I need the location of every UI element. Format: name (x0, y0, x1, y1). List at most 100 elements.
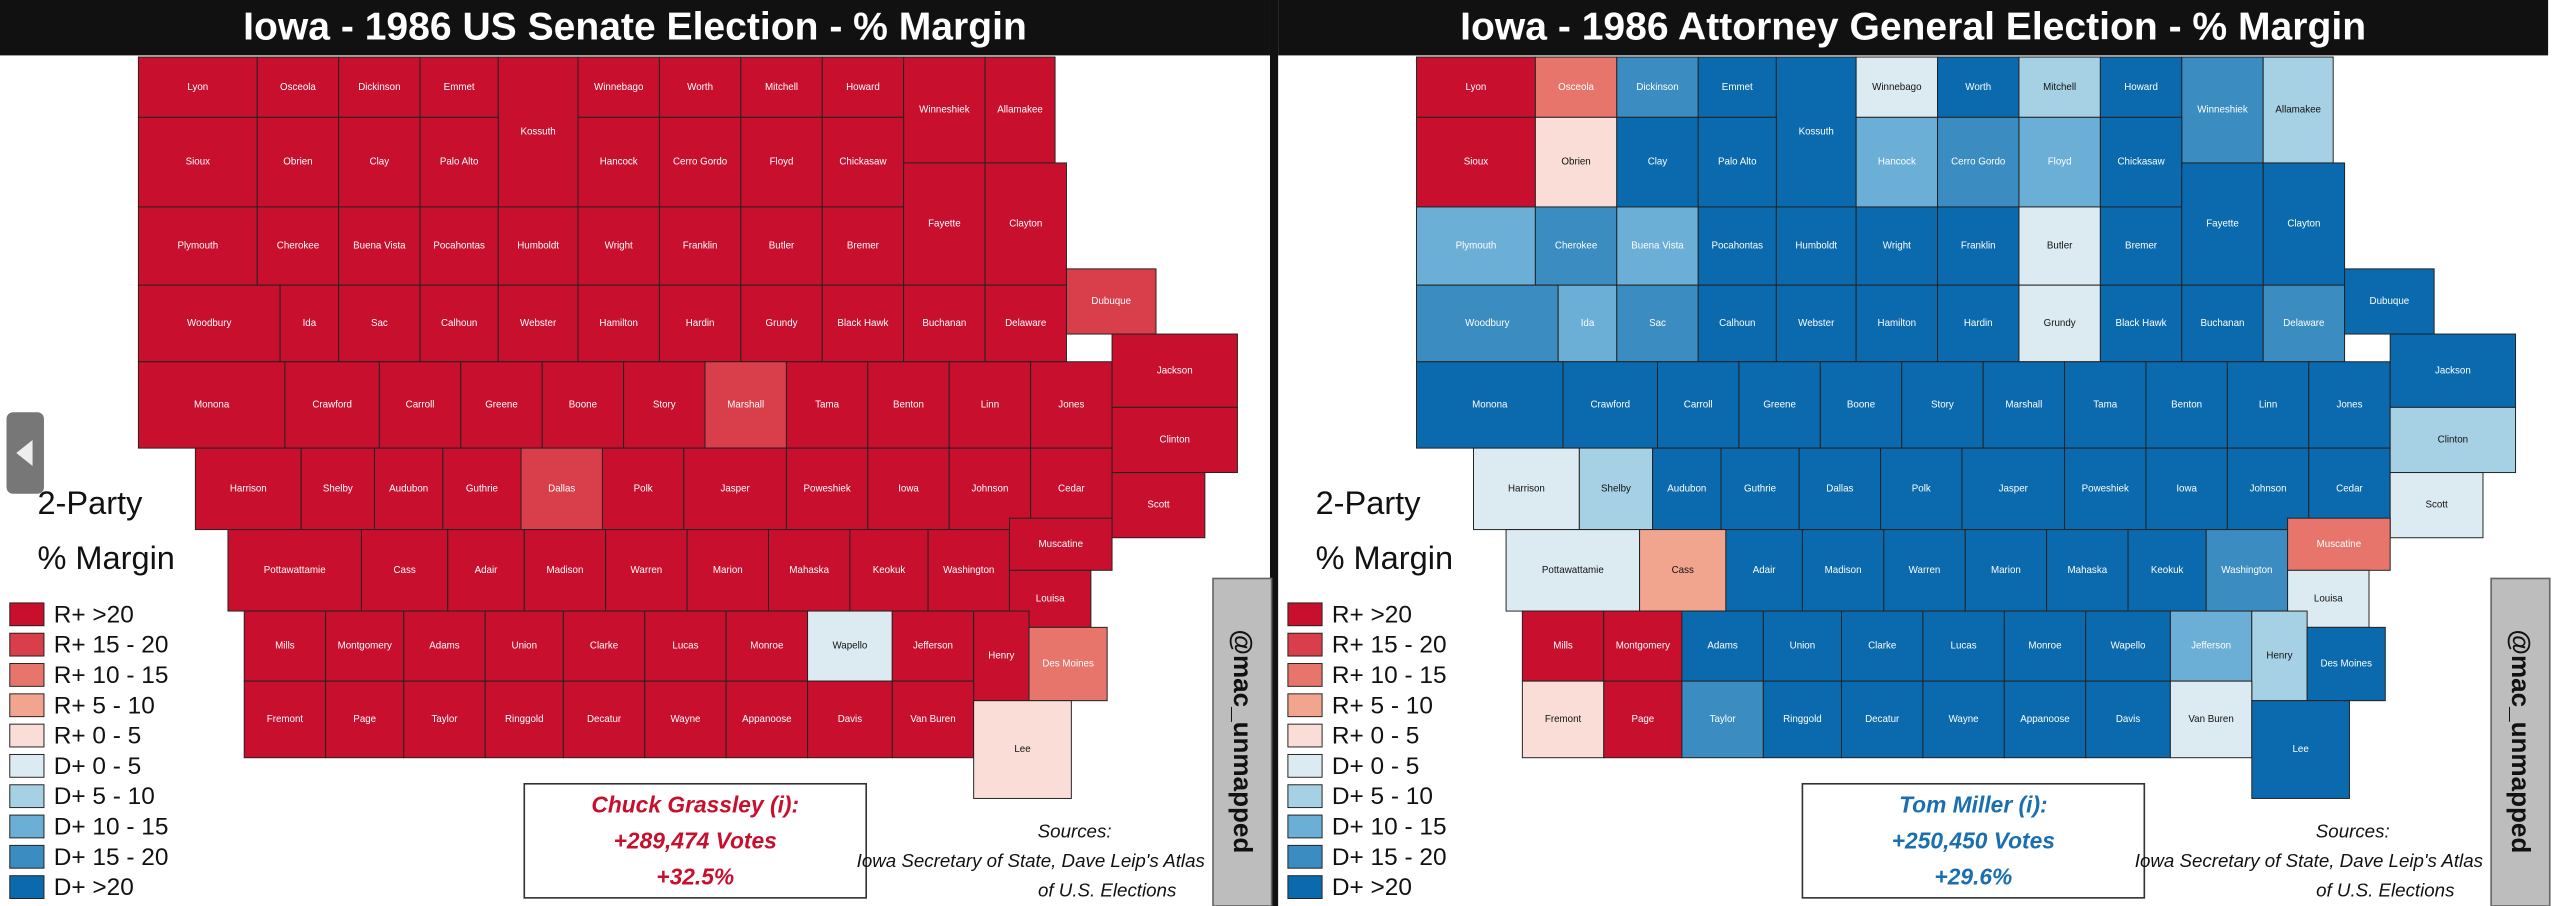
county-label: Fremont (1545, 714, 1582, 725)
county-label: Harrison (1508, 483, 1545, 494)
legend-label: D+ 10 - 15 (1332, 814, 1447, 841)
legend-title: % Margin (1316, 540, 1453, 576)
county-label: Iowa (898, 483, 919, 494)
county-label: Cerro Gordo (1951, 157, 2006, 168)
county (419, 284, 499, 363)
county-label: Winneshiek (2197, 105, 2248, 116)
county-label: Adams (429, 641, 459, 652)
county-label: Buchanan (922, 318, 966, 329)
county (740, 206, 823, 286)
county-label: Washington (2221, 565, 2272, 576)
legend-label: D+ 15 - 20 (54, 844, 169, 871)
county-label: Benton (2171, 400, 2202, 411)
county (1416, 361, 1564, 449)
legend-label: R+ 15 - 20 (1332, 632, 1447, 659)
winner-line: +29.6% (1934, 863, 2012, 889)
county (658, 206, 742, 286)
county-label: Clinton (1160, 435, 1190, 446)
legend-label: R+ 15 - 20 (54, 632, 169, 659)
county-label: Davis (838, 714, 863, 725)
county (1473, 447, 1580, 531)
county (137, 206, 258, 286)
carousel-prev[interactable] (6, 412, 44, 494)
winner-line: +250,450 Votes (1892, 827, 2055, 853)
county (378, 361, 462, 449)
county (460, 361, 543, 449)
county (419, 116, 499, 208)
county-label: Clarke (590, 641, 618, 652)
county (1111, 406, 1238, 474)
county-label: Dickinson (358, 82, 400, 93)
county-label: Louisa (2314, 593, 2343, 604)
county-label: Worth (687, 82, 713, 93)
county-label: Howard (846, 82, 880, 93)
county-label: Fremont (267, 714, 304, 725)
county-label: Shelby (1601, 483, 1631, 494)
county-label: Cass (393, 565, 415, 576)
county (2262, 284, 2346, 363)
county-label: Madison (1825, 565, 1862, 576)
county-label: Polk (1912, 483, 1931, 494)
county-label: Mitchell (765, 82, 798, 93)
county (849, 529, 929, 612)
legend-label: D+ 15 - 20 (1332, 844, 1447, 871)
county (686, 529, 769, 612)
winner-box (1801, 782, 2146, 899)
county (1616, 116, 1699, 208)
legend-title: 2-Party (1316, 485, 1422, 521)
legend-swatch (9, 602, 45, 627)
county (605, 529, 688, 612)
county-label: Lyon (1466, 82, 1487, 93)
legend-swatch (9, 753, 45, 778)
sources-line: of U.S. Elections (2316, 879, 2454, 900)
county (1416, 206, 1536, 286)
legend-label: R+ >20 (1332, 601, 1412, 628)
county (973, 610, 1030, 702)
county-label: Marion (713, 565, 743, 576)
county-label: Butler (769, 241, 795, 252)
county-label: Cherokee (277, 241, 319, 252)
county-label: Sac (371, 318, 388, 329)
county (740, 116, 823, 208)
county (2262, 162, 2346, 286)
county (1855, 116, 1939, 208)
county (373, 447, 444, 531)
county-label: Webster (520, 318, 557, 329)
county-label: Emmet (444, 82, 475, 93)
county (325, 680, 405, 759)
county-label: Pottawattamie (264, 565, 326, 576)
legend-swatch (1287, 632, 1323, 657)
county (2018, 56, 2101, 118)
legend-swatch (9, 814, 45, 839)
county (903, 284, 986, 363)
county-label: Hardin (1964, 318, 1993, 329)
county-label: Black Hawk (2116, 318, 2167, 329)
sources-line: Iowa Secretary of State, Dave Leip's Atl… (857, 850, 1205, 871)
county-label: Winneshiek (919, 105, 970, 116)
county-label: Grundy (766, 318, 798, 329)
county (984, 162, 1067, 286)
county-label: Harrison (230, 483, 267, 494)
county-label: Clayton (1009, 219, 1042, 230)
county (1840, 610, 1924, 682)
county (2145, 447, 2228, 531)
county-label: Taylor (431, 714, 458, 725)
county (623, 361, 706, 449)
carousel-arrow (16, 439, 33, 467)
county (2003, 610, 2087, 682)
county-label: Ringgold (1783, 714, 1822, 725)
county-label: Monona (194, 400, 230, 411)
county-label: Sioux (1464, 157, 1489, 168)
county (520, 447, 603, 531)
county (1603, 680, 1683, 759)
county-label: Obrien (283, 157, 312, 168)
county (497, 56, 579, 208)
county-label: Ida (303, 318, 317, 329)
county (2018, 206, 2101, 286)
county (243, 610, 327, 682)
county-label: Delaware (2283, 318, 2324, 329)
county-label: Wapello (2111, 641, 2146, 652)
legend-swatch (1287, 753, 1323, 778)
county-label: Palo Alto (440, 157, 479, 168)
